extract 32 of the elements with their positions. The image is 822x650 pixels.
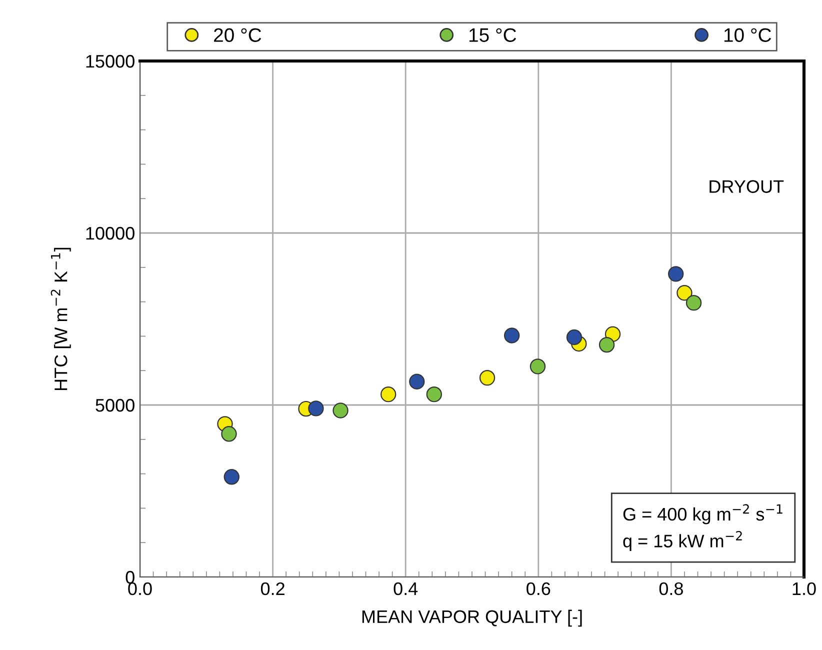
legend-label: 20 °C <box>214 28 262 42</box>
x-tick-label: 0.0 <box>128 582 152 596</box>
point <box>308 400 324 416</box>
annotation: DRYOUT <box>710 180 784 193</box>
point <box>668 266 684 282</box>
legend-label: 10 °C <box>724 28 772 42</box>
text: G = 400 kg m$^{−2}$ s$^{−1}$ q = 15 kW m$^{−2}$ <box>623 504 782 552</box>
legend-label: 15 °C <box>469 28 516 42</box>
point <box>380 386 396 402</box>
x-tick-label: 0.8 <box>659 582 683 596</box>
point <box>224 469 240 485</box>
point <box>426 386 442 402</box>
point <box>530 358 546 374</box>
point <box>479 370 496 386</box>
y-tick-label: 10000 <box>86 226 134 240</box>
x-axis-title: MEAN VAPOR QUALITY [-] <box>362 610 582 627</box>
point <box>676 285 692 301</box>
point <box>221 426 237 442</box>
point <box>566 329 582 346</box>
point <box>686 294 702 311</box>
point <box>409 374 425 390</box>
x-tick-label: 1.0 <box>792 582 816 596</box>
y-tick-label: 5000 <box>96 398 134 412</box>
point <box>332 402 348 418</box>
y-axis-title: HTC [W m$^{−2}$ K$^{−1}$] <box>50 248 71 390</box>
x-tick-label: 0.6 <box>526 582 550 596</box>
point <box>504 328 520 344</box>
y-tick-label: 0 <box>126 570 134 584</box>
point <box>598 336 615 353</box>
x-tick-label: 0.4 <box>394 582 418 596</box>
x-tick-label: 0.2 <box>260 582 284 596</box>
y-tick-label: 15000 <box>86 54 134 68</box>
